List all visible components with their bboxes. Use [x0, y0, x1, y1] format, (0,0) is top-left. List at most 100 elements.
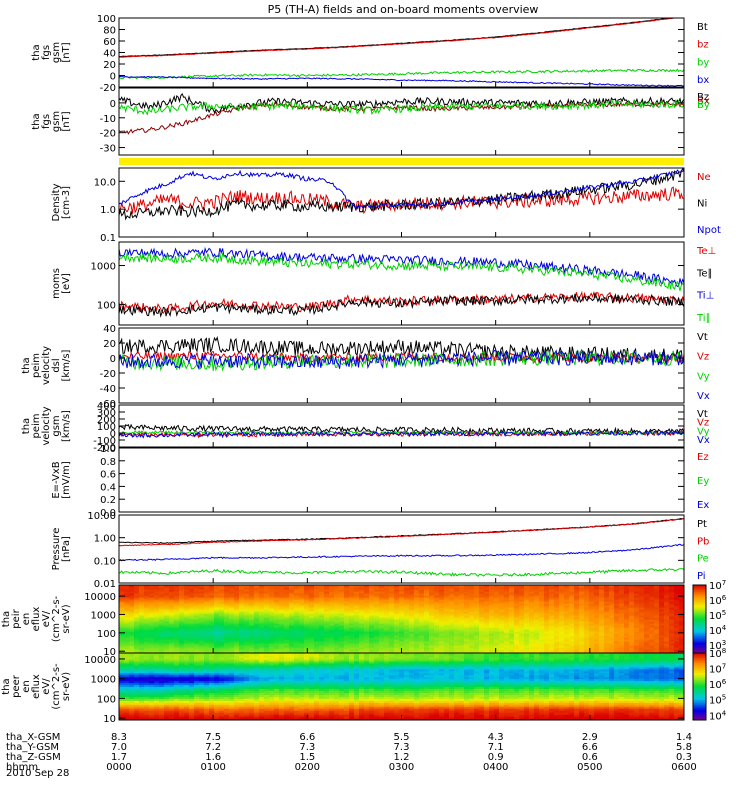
spectrogram-cell — [134, 617, 140, 620]
spectrogram-cell — [304, 617, 310, 620]
spectrogram-cell — [174, 712, 180, 715]
spectrogram-cell — [414, 613, 420, 616]
spectrogram-cell — [289, 649, 295, 652]
spectrogram-cell — [299, 619, 305, 622]
spectrogram-cell — [564, 609, 570, 612]
spectrogram-cell — [659, 585, 665, 588]
spectrogram-cell — [154, 635, 160, 638]
spectrogram-cell — [629, 633, 635, 636]
spectrogram-cell — [224, 653, 230, 656]
spectrogram-cell — [329, 629, 335, 632]
spectrogram-cell — [599, 603, 605, 606]
spectrogram-cell — [399, 585, 405, 588]
spectrogram-cell — [194, 649, 200, 652]
spectrogram-cell — [569, 613, 575, 616]
spectrogram-cell — [289, 625, 295, 628]
spectrogram-cell — [449, 627, 455, 630]
spectrogram-cell — [204, 700, 210, 703]
spectrogram-cell — [274, 609, 280, 612]
spectrogram-cell — [519, 641, 525, 644]
spectrogram-cell — [119, 637, 125, 640]
spectrogram-cell — [444, 587, 450, 590]
spectrogram-cell — [479, 633, 485, 636]
spectrogram-cell — [174, 653, 180, 656]
y-tick-label: 100 — [97, 422, 116, 433]
spectrogram-cell — [174, 617, 180, 620]
spectrogram-cell — [394, 649, 400, 652]
spectrogram-cell — [139, 651, 145, 653]
spectrogram-cell — [249, 601, 255, 604]
spectrogram-cell — [294, 633, 300, 636]
spectrogram-cell — [159, 603, 165, 606]
spectrogram-cell — [649, 599, 655, 602]
spectrogram-cell — [324, 593, 330, 596]
spectrogram-cell — [274, 623, 280, 626]
spectrogram-cell — [514, 641, 520, 644]
spectrogram-cell — [534, 593, 540, 596]
spectrogram-cell — [159, 714, 165, 717]
spectrogram-cell — [294, 639, 300, 642]
spectrogram-cell — [279, 651, 285, 653]
spectrogram-cell — [594, 617, 600, 620]
spectrogram-cell — [124, 714, 130, 717]
spectrogram-cell — [189, 595, 195, 598]
spectrogram-cell — [289, 621, 295, 624]
spectrogram-cell — [174, 615, 180, 618]
spectrogram-cell — [489, 641, 495, 644]
spectrogram-cell — [214, 599, 220, 602]
spectrogram-cell — [214, 621, 220, 624]
spectrogram-cell — [389, 595, 395, 598]
spectrogram-cell — [274, 641, 280, 644]
spectrogram-cell — [124, 641, 130, 644]
spectrogram-cell — [169, 710, 175, 713]
spectrogram-cell — [544, 609, 550, 612]
colorbar-tick-exponent: 5 — [722, 609, 726, 617]
spectrogram — [119, 585, 684, 653]
spectrogram-cell — [414, 605, 420, 608]
spectrogram-cell — [129, 696, 135, 699]
spectrogram-cell — [199, 651, 205, 653]
spectrogram-cell — [429, 613, 435, 616]
spectrogram-cell — [154, 585, 160, 588]
spectrogram-cell — [254, 601, 260, 604]
spectrogram-cell — [179, 611, 185, 614]
spectrogram-cell — [279, 585, 285, 588]
spectrogram-cell — [414, 633, 420, 636]
spectrogram-cell — [529, 593, 535, 596]
spectrogram-cell — [174, 609, 180, 612]
spectrogram-cell — [449, 595, 455, 598]
spectrogram-cell — [299, 611, 305, 614]
spectrogram-cell — [594, 633, 600, 636]
spectrogram-cell — [184, 653, 190, 656]
spectrogram-cell — [224, 645, 230, 648]
spectrogram-cell — [549, 593, 555, 596]
spectrogram-cell — [629, 599, 635, 602]
spectrogram-cell — [524, 585, 530, 588]
spectrogram-cell — [449, 639, 455, 642]
spectrogram-cell — [244, 633, 250, 636]
spectrogram-cell — [564, 649, 570, 652]
spectrogram-cell — [519, 589, 525, 592]
spectrogram-cell — [644, 623, 650, 626]
y-axis-label-line: moms — [51, 268, 62, 299]
spectrogram-cell — [349, 631, 355, 634]
spectrogram-cell — [199, 690, 205, 694]
spectrogram-cell — [374, 587, 380, 590]
spectrogram-cell — [284, 591, 290, 594]
spectrogram-cell — [519, 623, 525, 626]
spectrogram-cell — [144, 639, 150, 642]
colorbar-cell — [693, 586, 706, 589]
spectrogram-cell — [284, 627, 290, 630]
spectrogram-cell — [319, 649, 325, 652]
spectrogram-cell — [424, 647, 430, 650]
spectrogram-cell — [119, 619, 125, 622]
spectrogram-cell — [154, 658, 160, 662]
spectrogram-cell — [504, 601, 510, 604]
spectrogram-cell — [299, 645, 305, 648]
spectrogram-cell — [499, 585, 505, 588]
spectrogram-cell — [439, 609, 445, 612]
spectrogram-cell — [319, 631, 325, 634]
y-axis-label-line: gsm — [51, 111, 62, 132]
spectrogram-cell — [619, 619, 625, 622]
spectrogram-cell — [454, 625, 460, 628]
